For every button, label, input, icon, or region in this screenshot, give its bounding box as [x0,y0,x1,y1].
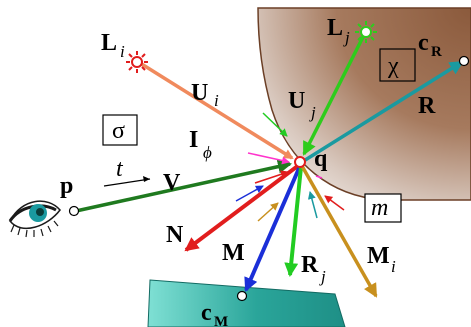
label-t: t [116,156,124,182]
t-arrow [103,178,151,187]
small-arrow-blue [235,185,264,202]
label-r: R [418,93,436,119]
sigma-label: σ [112,118,125,144]
label-p: p [60,173,73,199]
label-c-m: c [201,300,212,326]
ray-v [75,159,292,213]
ray-r [301,60,464,164]
light-source-icon [126,51,148,73]
small-arrow-green [262,112,288,137]
label-c-m-sub: M [214,314,228,327]
teal-surface [147,279,346,327]
small-arrow-red-left [254,170,289,184]
small-arrow-red-right [324,195,345,211]
small-arrow-gold [257,202,279,222]
small-arrow-teal [307,191,318,219]
label-r-j-sub: j [319,267,326,286]
label-l-i-sub: i [120,42,125,61]
light-source-icon [355,21,377,43]
label-u-j-sub: j [309,103,316,122]
label-c-r: c [418,30,429,56]
chi-label: χ [387,53,399,79]
eye-icon [8,200,61,238]
m-label: m [371,195,388,221]
label-l-i: L [101,30,117,56]
label-n: N [166,222,184,248]
chi-box [379,48,416,82]
sigma-box [102,114,138,146]
point-q [294,156,306,168]
ray-n [184,163,301,252]
label-l-j: L [327,15,343,41]
small-arrow-magenta-right [315,175,323,179]
label-m-i-sub: i [391,257,396,276]
point-p [68,205,80,217]
label-i-phi: I [189,127,198,153]
label-m-i: M [367,243,390,269]
label-m: M [222,240,245,266]
label-q: q [314,146,328,172]
label-l-j-sub: j [343,28,350,47]
ray-u-i [139,61,294,160]
point-c-r [458,55,470,67]
label-v: V [163,170,181,196]
label-u-i: U [191,80,208,106]
label-u-i-sub: i [214,91,219,110]
label-u-j: U [288,88,305,114]
m-box [364,193,402,223]
label-r-j: R [301,252,319,278]
ray-u-j [302,34,366,156]
label-i-phi-sub: ϕ [203,143,212,162]
ray-r-j [284,166,303,277]
point-c-m [236,290,248,302]
ray-m [244,165,302,292]
ray-m-i [300,165,378,298]
label-c-r-sub: R [431,44,442,60]
small-arrow-magenta [247,152,290,165]
